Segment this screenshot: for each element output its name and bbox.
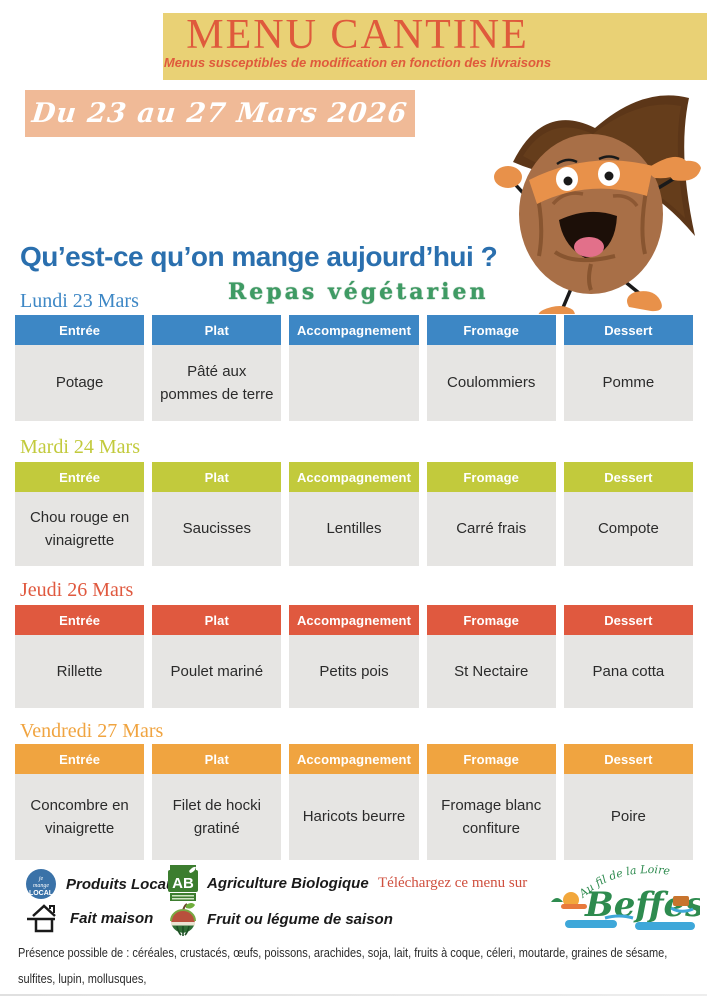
column-header-dessert: Dessert [563, 744, 693, 774]
column-header-plat: Plat [152, 744, 282, 774]
column-header-accompagnement: Accompagnement [289, 744, 419, 774]
mascot-left-hand [494, 166, 522, 188]
legend-label: Fait maison [70, 909, 154, 927]
download-instruction: Téléchargez ce menu sur [378, 875, 528, 891]
column-header-entree: Entrée [15, 744, 145, 774]
column-header-fromage: Fromage [426, 605, 556, 635]
day-label-lundi: Lundi 23 Mars [20, 290, 139, 312]
menu-table-jeudi: Entrée Plat Accompagnement Fromage Desse… [15, 605, 693, 708]
menu-cell: Pomme [563, 345, 693, 421]
menu-cell: Compote [563, 492, 693, 566]
menu-cell: Saucisses [152, 492, 282, 566]
wave-shape [565, 920, 617, 928]
menu-cell: Carré frais [426, 492, 556, 566]
column-header-plat: Plat [152, 605, 282, 635]
mascot-left-foot [538, 306, 575, 314]
menu-cell: Filet de hocki gratiné [152, 774, 282, 860]
column-header-entree: Entrée [15, 462, 145, 492]
mascot-tongue [574, 237, 604, 257]
column-header-dessert: Dessert [563, 462, 693, 492]
day-label-vendredi: Vendredi 27 Mars [20, 720, 164, 742]
legend-item-homemade: Fait maison [25, 903, 153, 933]
menu-cell: Chou rouge en vinaigrette [15, 492, 145, 566]
homemade-house-icon [27, 904, 56, 933]
walnut-mascot-illustration [494, 95, 701, 314]
local-products-badge-icon: je mange LOCAL [26, 869, 56, 899]
legend-item-local: je mange LOCAL Produits Locaux [25, 868, 184, 900]
allergen-line-1: Présence possible de : céréales, crustac… [18, 946, 668, 960]
page-title: MENU CANTINE [186, 12, 529, 58]
menu-cell: Pana cotta [563, 635, 693, 708]
menu-cell: Poulet mariné [152, 635, 282, 708]
seasonal-fruit-icon [170, 903, 196, 936]
allergen-notice: Présence possible de : céréales, crustac… [18, 940, 668, 993]
column-header-plat: Plat [152, 315, 282, 345]
menu-cell: St Nectaire [426, 635, 556, 708]
menu-cell: Haricots beurre [289, 774, 419, 860]
menu-cell: Pâté aux pommes de terre [152, 345, 282, 421]
wave-shape [635, 922, 695, 930]
legend-item-bio: AB Agriculture Biologique [168, 865, 369, 901]
menu-cell [289, 345, 419, 421]
legend-label: Produits Locaux [66, 875, 184, 893]
svg-text:mange: mange [33, 883, 49, 889]
allergen-line-2: sulfites, lupin, mollusques, [18, 972, 147, 987]
scan-artifact-line [0, 994, 707, 996]
legend-item-seasonal: Fruit ou légume de saison [168, 901, 393, 937]
menu-cell: Coulommiers [426, 345, 556, 421]
svg-text:LOCAL: LOCAL [29, 890, 54, 897]
tree-icon [551, 898, 563, 902]
menu-cell: Petits pois [289, 635, 419, 708]
column-header-entree: Entrée [15, 315, 145, 345]
menu-cell: Lentilles [289, 492, 419, 566]
boat-icon [673, 896, 689, 906]
column-header-fromage: Fromage [426, 462, 556, 492]
column-header-fromage: Fromage [426, 744, 556, 774]
menu-cell: Concombre en vinaigrette [15, 774, 145, 860]
svg-text:je: je [38, 876, 44, 882]
column-header-accompagnement: Accompagnement [289, 462, 419, 492]
column-header-entree: Entrée [15, 605, 145, 635]
menu-table-vendredi: Entrée Plat Accompagnement Fromage Desse… [15, 744, 693, 860]
page-question-heading: Qu’est-ce qu’on mange aujourd’hui ? [20, 241, 498, 272]
date-range-text: Du 23 au 27 Mars 2026 [30, 98, 410, 129]
column-header-dessert: Dessert [563, 315, 693, 345]
date-range-banner: Du 23 au 27 Mars 2026 [25, 90, 415, 137]
column-header-accompagnement: Accompagnement [289, 605, 419, 635]
organic-ab-logo-icon: AB [168, 865, 198, 901]
menu-table-mardi: Entrée Plat Accompagnement Fromage Desse… [15, 462, 693, 566]
mascot-right-foot [627, 291, 662, 312]
day-label-jeudi: Jeudi 26 Mars [20, 579, 134, 601]
column-header-accompagnement: Accompagnement [289, 315, 419, 345]
svg-text:AB: AB [172, 875, 194, 892]
menu-cell: Poire [563, 774, 693, 860]
column-header-plat: Plat [152, 462, 282, 492]
day-label-mardi: Mardi 24 Mars [20, 436, 140, 458]
column-header-fromage: Fromage [426, 315, 556, 345]
legend-label: Agriculture Biologique [207, 874, 369, 892]
menu-cell: Rillette [15, 635, 145, 708]
beffes-commune-logo: Au fil de la Loire Beffes [551, 863, 700, 930]
menu-cell: Fromage blanc confiture [426, 774, 556, 860]
menu-cell: Potage [15, 345, 145, 421]
legend-label: Fruit ou légume de saison [207, 910, 393, 928]
menu-table-lundi: Entrée Plat Accompagnement Fromage Desse… [15, 315, 693, 421]
vegetarian-note: Repas végétarien [228, 279, 489, 305]
page-subtitle: Menus susceptibles de modification en fo… [163, 55, 552, 70]
column-header-dessert: Dessert [563, 605, 693, 635]
header-band: MENU CANTINE Menus susceptibles de modif… [163, 13, 707, 80]
